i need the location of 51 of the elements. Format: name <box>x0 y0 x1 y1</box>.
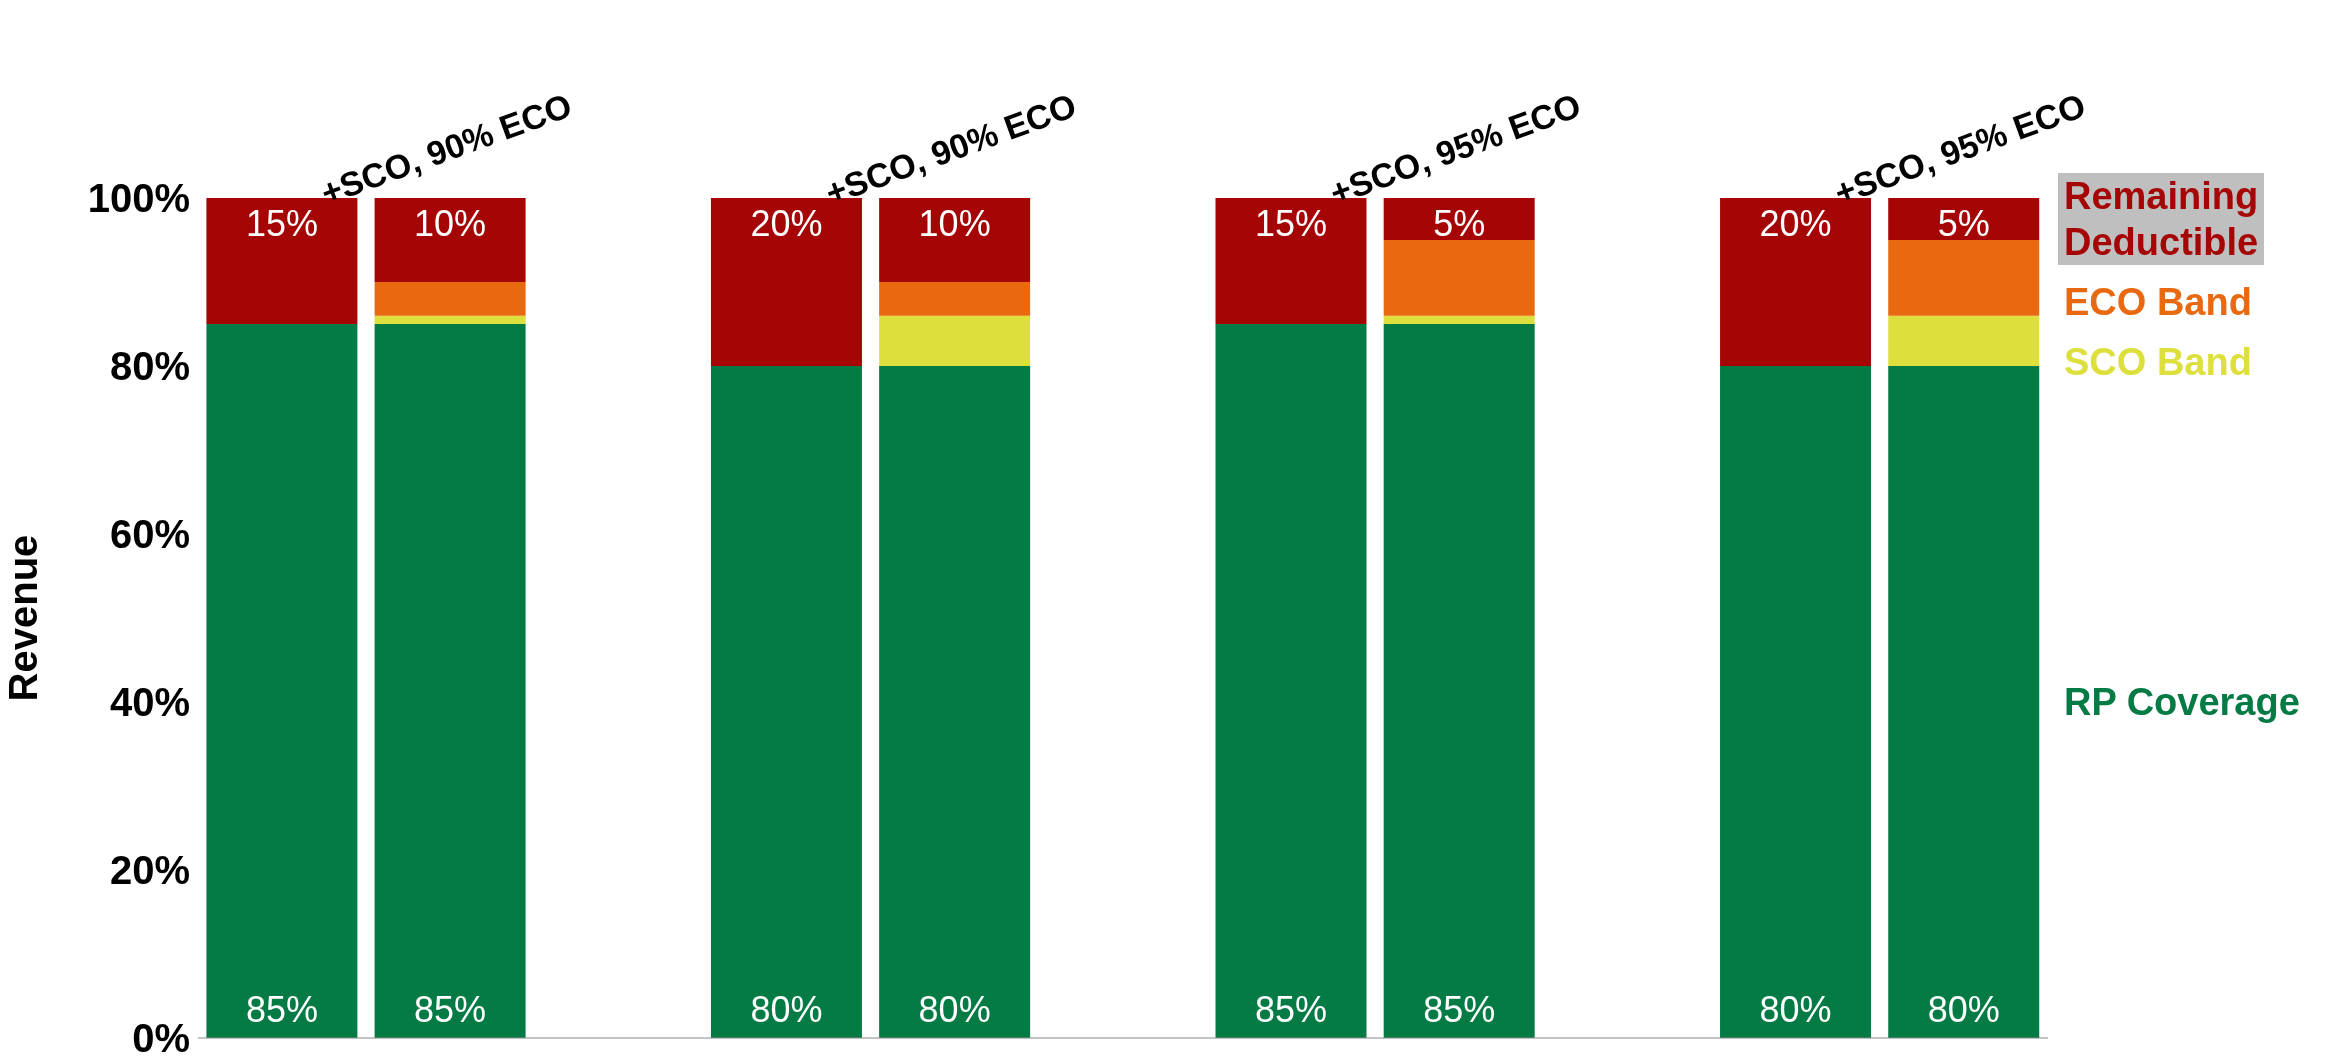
bar <box>1383 315 1535 325</box>
data-label: 85% <box>414 989 487 1030</box>
data-label: 85% <box>1423 989 1496 1030</box>
bar <box>1215 198 1367 325</box>
bar <box>879 282 1031 316</box>
data-label: 85% <box>1254 989 1328 1030</box>
bar <box>374 315 526 325</box>
bar <box>1383 324 1535 1038</box>
data-label: 5% <box>1433 203 1486 245</box>
bar <box>1888 366 2040 1038</box>
bar <box>1383 198 1535 241</box>
bar <box>879 366 1031 1038</box>
data-label: 10% <box>414 203 487 245</box>
data-label: 15% <box>1254 203 1328 245</box>
data-label: 85% <box>245 989 318 1030</box>
data-label: 80% <box>918 989 991 1030</box>
y-tick-label: 0% <box>132 1016 190 1061</box>
series-label: SCO Band <box>2063 340 2253 385</box>
data-label: 5% <box>1937 203 1990 245</box>
y-tick-label: 60% <box>109 512 190 557</box>
bar <box>1215 324 1367 1038</box>
y-tick-label: 40% <box>109 680 190 725</box>
y-tick-label: 80% <box>109 344 190 389</box>
y-tick-label: 20% <box>109 848 190 893</box>
bar <box>1888 240 2040 316</box>
series-label: RP Coverage <box>2063 680 2301 725</box>
bar <box>879 315 1031 367</box>
data-label: 80% <box>750 989 823 1030</box>
bar <box>1383 240 1535 316</box>
bar <box>206 198 358 325</box>
data-label: 80% <box>1927 989 2000 1030</box>
data-label: 20% <box>750 203 823 245</box>
y-tick-label: 100% <box>87 176 190 221</box>
bar <box>1888 198 2040 241</box>
data-label: 80% <box>1759 989 1832 1030</box>
bar <box>1720 366 1872 1038</box>
bar <box>374 324 526 1038</box>
bar <box>710 198 862 367</box>
bar <box>1720 198 1872 367</box>
series-label: ECO Band <box>2063 280 2253 325</box>
bar <box>879 198 1031 283</box>
data-label: 20% <box>1759 203 1832 245</box>
bar <box>710 366 862 1038</box>
bar <box>1888 315 2040 367</box>
data-label: 10% <box>918 203 991 245</box>
bar <box>374 282 526 316</box>
bar <box>374 198 526 283</box>
series-label: Remaining Deductible <box>2058 173 2265 265</box>
data-label: 15% <box>245 203 318 245</box>
bar <box>206 324 358 1038</box>
y-axis-title: Revenue <box>1 534 46 702</box>
